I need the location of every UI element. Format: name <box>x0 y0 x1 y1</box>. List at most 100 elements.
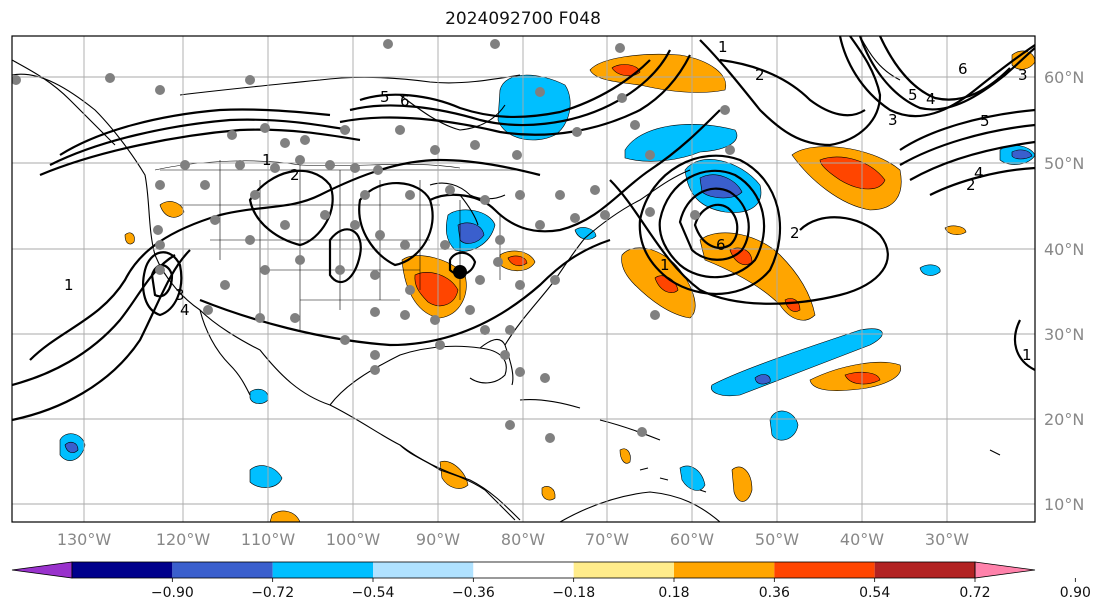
orange-blob <box>124 232 135 245</box>
contour-line <box>929 166 1035 196</box>
red-blob <box>819 156 886 190</box>
colorbar-frame <box>71 561 976 579</box>
blue-blob <box>754 374 771 385</box>
colorbar-tick-label: −0.72 <box>251 585 294 601</box>
contour-line <box>658 169 766 279</box>
colorbar-tick-label: −0.18 <box>552 585 595 601</box>
map-border <box>11 35 1036 523</box>
contour-label: 6 <box>400 92 410 110</box>
graticule <box>12 36 1035 522</box>
contour-line <box>59 108 331 156</box>
contour-line <box>858 36 1035 111</box>
lon-label: 40°W <box>840 530 884 549</box>
red-blob <box>611 64 641 77</box>
colorbar-tick-label: −0.90 <box>151 585 194 601</box>
colorbar-extend-low <box>11 561 73 579</box>
colorbar-swatch <box>774 562 875 578</box>
orange-blob <box>731 466 753 502</box>
blue-blob <box>710 328 883 397</box>
contour-label: 1 <box>1022 346 1032 364</box>
colorbar-tick-label: 0.90 <box>1060 585 1091 601</box>
contour-line <box>1013 319 1035 371</box>
lat-axis: 60°N 50°N 40°N 30°N 20°N 10°N <box>1044 68 1084 514</box>
colorbar-swatch <box>473 562 574 578</box>
blue-blob <box>497 74 571 141</box>
contour-label: 2 <box>790 224 800 242</box>
colorbar-tick-label: 0.54 <box>859 585 890 601</box>
great-lakes <box>429 182 506 226</box>
contour-label: 2 <box>290 166 300 184</box>
contour-label: 3 <box>1018 66 1028 84</box>
lat-label: 10°N <box>1044 495 1084 514</box>
contour-label: 4 <box>974 164 984 182</box>
lon-label: 100°W <box>326 530 381 549</box>
contour-label: 3 <box>888 111 898 129</box>
colorbar-tick-label: −0.36 <box>452 585 495 601</box>
map-title: 2024092700 F048 <box>445 9 601 29</box>
orange-blob <box>159 201 185 218</box>
colorbar-swatch <box>72 562 173 578</box>
contour-line <box>328 228 362 283</box>
contour-line <box>719 58 866 117</box>
red-blob <box>507 255 528 267</box>
contour-line <box>359 59 651 118</box>
contour-line <box>838 36 1035 118</box>
orange-blob <box>619 448 631 464</box>
colorbar-swatch <box>674 562 775 578</box>
baja <box>199 309 251 396</box>
lon-label: 30°W <box>925 530 969 549</box>
lon-label: 130°W <box>57 530 112 549</box>
contour-label: 3 <box>175 286 185 304</box>
contour-line <box>699 36 882 147</box>
lat-label: 40°N <box>1044 240 1084 259</box>
islands <box>639 449 1001 493</box>
lat-label: 20°N <box>1044 410 1084 429</box>
contour-line <box>609 179 889 305</box>
blue-blob <box>919 264 941 276</box>
blue-blob <box>679 465 706 491</box>
contour-label: 5 <box>908 86 918 104</box>
gulf-coast <box>329 345 507 406</box>
central-america <box>399 444 516 521</box>
station-markers <box>12 39 735 443</box>
contour-label: 1 <box>718 38 728 56</box>
orange-blob <box>699 232 816 321</box>
lon-label: 80°W <box>501 530 545 549</box>
south-america <box>559 491 721 522</box>
blue-blob <box>574 227 597 240</box>
colorbar-swatch <box>373 562 474 578</box>
lat-label: 50°N <box>1044 154 1084 173</box>
contour-label: 1 <box>262 151 272 169</box>
blue-blob <box>1011 149 1033 160</box>
blue-blob <box>457 222 485 244</box>
colorbar: −0.90 −0.72 −0.54 −0.36 −0.18 0.18 0.36 0.54 0.7… <box>11 561 1091 601</box>
contour-label: 6 <box>958 60 968 78</box>
contour-label: 4 <box>180 301 190 319</box>
orange-blob <box>944 225 967 235</box>
blue-blob <box>249 465 283 488</box>
lon-label: 70°W <box>585 530 629 549</box>
colorbar-tick-label: 0.72 <box>959 585 990 601</box>
contour-label: 6 <box>716 236 726 254</box>
focus-marker <box>453 265 467 279</box>
caribbean <box>519 398 661 441</box>
colorbar-swatch <box>172 562 273 578</box>
contour-line <box>879 36 1011 101</box>
contour-line <box>678 187 750 261</box>
colorbar-tick-label: 0.18 <box>658 585 689 601</box>
contour-line <box>142 251 183 317</box>
red-blob <box>654 275 679 293</box>
lon-label: 50°W <box>755 530 799 549</box>
contour-line <box>29 158 541 361</box>
lat-label: 30°N <box>1044 325 1084 344</box>
lon-label: 110°W <box>241 530 296 549</box>
contour-line <box>349 49 671 127</box>
alaska-coast <box>12 59 116 146</box>
lon-label: 120°W <box>156 530 211 549</box>
colorbar-swatch <box>573 562 674 578</box>
contour-line <box>339 54 691 136</box>
lon-axis: 130°W 120°W 110°W 100°W 90°W 80°W 70°W 6… <box>57 530 969 549</box>
contour-line <box>12 254 176 387</box>
contour-label: 2 <box>755 66 765 84</box>
colorbar-extend-high <box>974 561 1036 579</box>
